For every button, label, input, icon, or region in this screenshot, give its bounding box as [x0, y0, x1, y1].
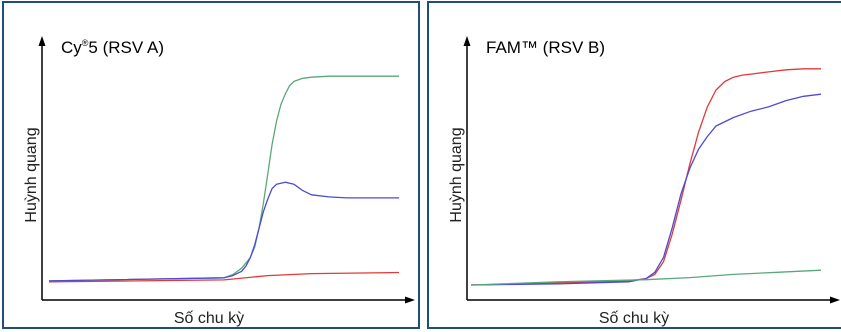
- y-axis-arrow: [38, 36, 46, 46]
- y-axis-label: Huỳnh quang: [23, 127, 40, 222]
- x-axis-label: Số chu kỳ: [599, 310, 669, 327]
- series-line-2: [48, 181, 399, 282]
- series-line-1: [48, 75, 399, 282]
- series-line-3: [470, 269, 822, 286]
- series-line-3: [48, 271, 400, 283]
- plot-area: [470, 68, 822, 286]
- x-axis-arrow: [405, 296, 415, 304]
- chart-cy5: Cy®5 (RSV A) Huỳnh quang Số chu kỳ: [23, 36, 415, 327]
- chart-title: FAM™ (RSV B): [486, 38, 605, 57]
- series-line-1: [470, 68, 821, 286]
- y-axis-label: Huỳnh quang: [448, 127, 465, 222]
- x-axis-label: Số chu kỳ: [174, 310, 244, 327]
- axes: [38, 36, 415, 304]
- axes: [463, 36, 840, 304]
- y-axis-arrow: [463, 36, 471, 46]
- chart-fam: FAM™ (RSV B) Huỳnh quang Số chu kỳ: [448, 36, 840, 327]
- series-line-2: [470, 93, 822, 286]
- chart-title: Cy®5 (RSV A): [61, 38, 164, 57]
- plot-area: [48, 75, 400, 283]
- chart-panel-cy5: Cy®5 (RSV A) Huỳnh quang Số chu kỳ: [2, 1, 420, 329]
- chart-panel-fam: FAM™ (RSV B) Huỳnh quang Số chu kỳ: [427, 1, 841, 329]
- x-axis-arrow: [830, 296, 840, 304]
